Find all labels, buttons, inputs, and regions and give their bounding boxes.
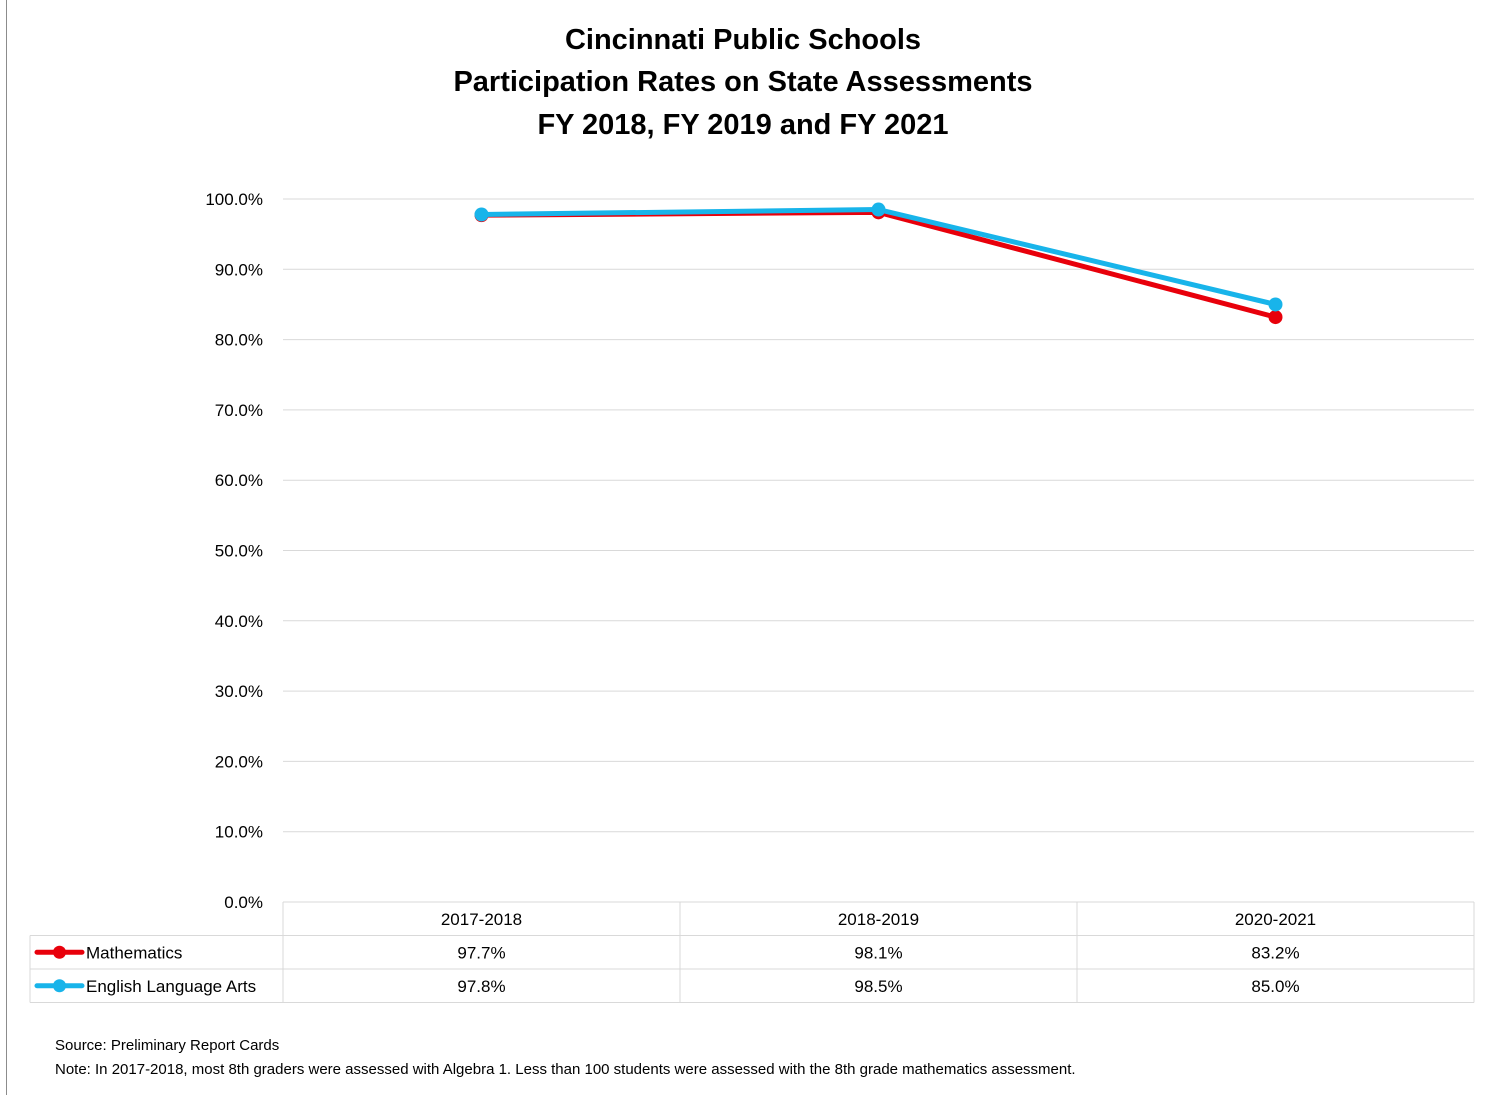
series-line [479,207,1278,307]
chart-title-line-2: Participation Rates on State Assessments [453,66,1033,98]
chart-title-line-1: Cincinnati Public Schools [564,24,922,56]
y-tick-label: 50.0% [215,542,263,561]
source-note: Source: Preliminary Report Cards [55,1037,280,1054]
table-value-cell: 97.8% [457,977,505,996]
table-value-cell: 98.5% [854,977,902,996]
y-tick-label: 100.0% [205,190,263,209]
chart-title-line-3: FY 2018, FY 2019 and FY 2021 [537,109,949,141]
x-category-label: 2018-2019 [838,910,919,929]
y-tick-label: 40.0% [215,612,263,631]
legend-series-name: English Language Arts [86,977,256,996]
x-category-label: 2017-2018 [441,910,522,929]
table-value-cell: 85.0% [1251,977,1299,996]
legend-key-marker [53,945,66,959]
y-tick-label: 0.0% [224,893,263,912]
table-value-cell: 97.7% [457,943,505,962]
y-tick-label: 60.0% [215,471,263,490]
legend-key-marker [53,979,66,993]
data-point [1268,297,1283,312]
y-tick-label: 30.0% [215,682,263,701]
y-tick-label: 20.0% [215,752,263,771]
y-tick-label: 80.0% [215,331,263,350]
y-tick-label: 90.0% [215,260,263,279]
series-line [479,209,1278,320]
table-value-cell: 98.1% [854,943,902,962]
legend-series-name: Mathematics [86,943,182,962]
data-point [474,207,489,222]
y-tick-label: 70.0% [215,401,263,420]
data-point [1268,310,1283,325]
methodology-note: Note: In 2017-2018, most 8th graders wer… [55,1061,1076,1078]
chart-frame-edge [6,0,7,1095]
data-point [871,202,886,217]
table-value-cell: 83.2% [1251,943,1299,962]
y-tick-label: 10.0% [215,823,263,842]
x-category-label: 2020-2021 [1235,910,1316,929]
